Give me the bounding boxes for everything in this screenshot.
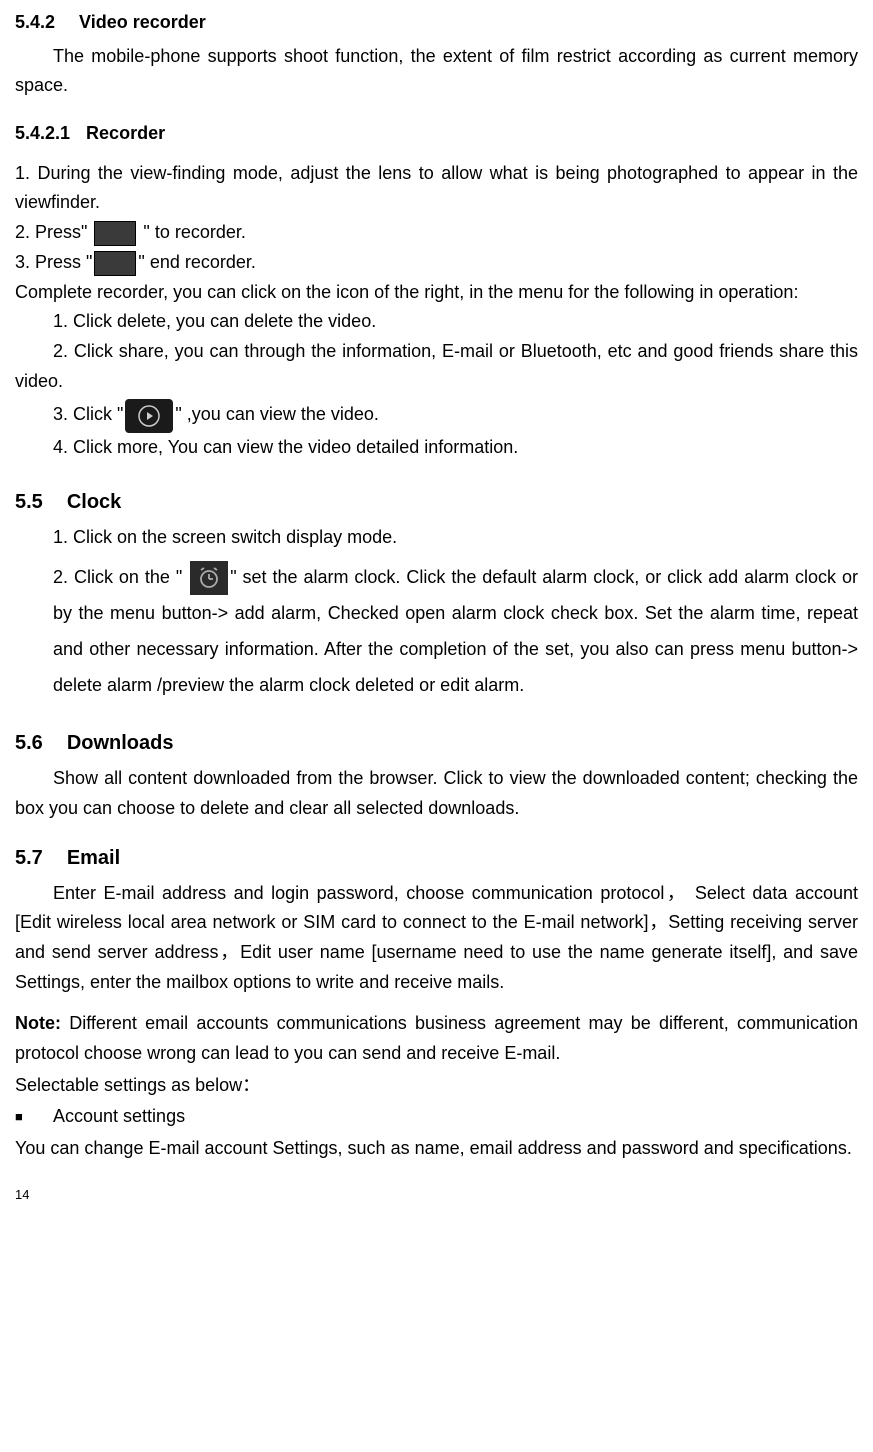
list-item: 4. Click more, You can view the video de… bbox=[15, 433, 858, 463]
note-label: Note: bbox=[15, 1013, 61, 1033]
body-text: The mobile-phone supports shoot function… bbox=[15, 42, 858, 101]
text-fragment: 2. Click on the " bbox=[53, 567, 188, 587]
heading-5-4-2: 5.4.2 Video recorder bbox=[15, 8, 858, 38]
heading-number: 5.4.2 bbox=[15, 8, 55, 38]
body-text: Enter E-mail address and login password,… bbox=[15, 879, 858, 998]
text-fragment: " ,you can view the video. bbox=[175, 404, 379, 424]
list-item: 1. Click delete, you can delete the vide… bbox=[15, 307, 858, 337]
list-item: 1. Click on the screen switch display mo… bbox=[15, 523, 858, 553]
heading-5-5: 5.5 Clock bbox=[15, 486, 858, 519]
heading-title: Recorder bbox=[86, 123, 165, 143]
heading-title: Downloads bbox=[67, 732, 174, 754]
heading-number: 5.7 bbox=[15, 842, 43, 875]
text-fragment: " end recorder. bbox=[138, 252, 255, 272]
recorder-start-icon bbox=[94, 221, 136, 246]
heading-5-4-2-1: 5.4.2.1 Recorder bbox=[15, 119, 858, 149]
text-fragment: 3. Press " bbox=[15, 252, 92, 272]
body-text: Selectable settings as below： bbox=[15, 1071, 858, 1101]
heading-number: 5.4.2.1 bbox=[15, 119, 70, 149]
recorder-stop-icon bbox=[94, 251, 136, 276]
note-body: Different email accounts communications … bbox=[15, 1013, 858, 1063]
heading-title: Clock bbox=[67, 491, 121, 513]
play-icon bbox=[125, 399, 173, 433]
heading-5-6: 5.6 Downloads bbox=[15, 727, 858, 760]
list-item: 2. Click on the " " set the alarm clock.… bbox=[15, 559, 858, 703]
heading-title: Email bbox=[67, 847, 120, 869]
step-text: 2. Press" " to recorder. bbox=[15, 218, 858, 248]
text-fragment: 3. Click " bbox=[53, 404, 123, 424]
step-text: 3. Press " " end recorder. bbox=[15, 248, 858, 278]
body-text: Complete recorder, you can click on the … bbox=[15, 278, 858, 308]
text-fragment: " to recorder. bbox=[138, 222, 245, 242]
body-text: Show all content downloaded from the bro… bbox=[15, 764, 858, 823]
note-text: Note: Different email accounts communica… bbox=[15, 1009, 858, 1068]
bullet-item: Account settings bbox=[15, 1102, 858, 1132]
alarm-clock-icon bbox=[190, 561, 228, 595]
body-text: You can change E-mail account Settings, … bbox=[15, 1134, 858, 1164]
text-fragment: 2. Press" bbox=[15, 222, 92, 242]
bullet-text: Account settings bbox=[53, 1106, 185, 1126]
list-item: 3. Click " " ,you can view the video. bbox=[15, 396, 858, 432]
heading-number: 5.6 bbox=[15, 727, 43, 760]
list-item: 2. Click share, you can through the info… bbox=[15, 337, 858, 396]
step-text: 1. During the view-finding mode, adjust … bbox=[15, 159, 858, 218]
heading-number: 5.5 bbox=[15, 486, 43, 519]
heading-5-7: 5.7 Email bbox=[15, 842, 858, 875]
heading-title: Video recorder bbox=[79, 12, 206, 32]
page-number: 14 bbox=[15, 1184, 858, 1205]
